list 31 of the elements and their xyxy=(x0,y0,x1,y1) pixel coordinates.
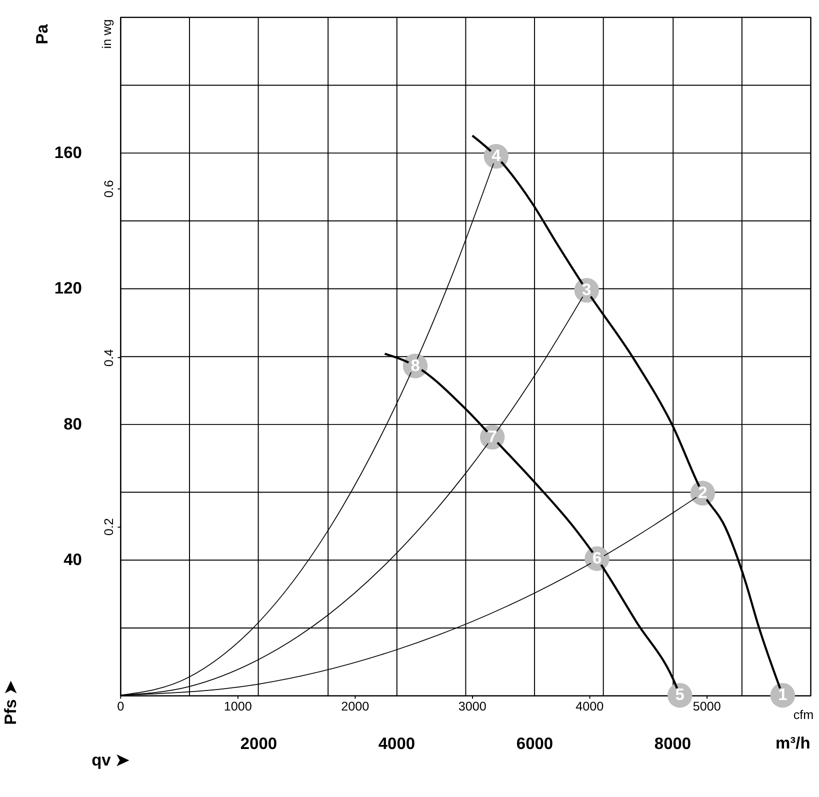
x2-axis-title: cfm xyxy=(793,708,814,722)
x-tick-label: 4000 xyxy=(378,735,416,754)
text: m³/h xyxy=(776,734,810,753)
y2-tick-label: 0.4 xyxy=(102,349,116,367)
x2-tick-label: 0 xyxy=(117,699,124,714)
y2-tick-label: 0.2 xyxy=(102,518,116,536)
y-tick-label: 40 xyxy=(64,550,82,569)
x-axis-title: qv ➤ xyxy=(92,752,130,770)
annotation: 2 xyxy=(698,484,708,502)
y-tick-label: 120 xyxy=(54,280,82,298)
annotation: 1 xyxy=(778,686,788,704)
annotation: 3 xyxy=(582,281,592,300)
annotation: 8 xyxy=(410,356,420,375)
x2-tick-label: 2000 xyxy=(341,699,370,714)
y2-tick-label: 0.6 xyxy=(102,180,116,198)
y-axis-title: Pfs ➤ xyxy=(2,680,20,725)
x-tick-label: 2000 xyxy=(240,735,278,754)
x2-tick-label: 5000 xyxy=(692,699,721,714)
text: Pa xyxy=(33,23,52,44)
x-tick-label: 6000 xyxy=(516,735,554,754)
y-tick-label: 80 xyxy=(64,415,82,434)
annotation: 5 xyxy=(675,686,684,704)
y2-axis-title: in wg xyxy=(100,19,114,49)
x-tick-label: 8000 xyxy=(654,735,692,754)
annotation: 4 xyxy=(492,147,502,166)
annotation: 7 xyxy=(488,428,497,446)
annotation: 6 xyxy=(592,549,602,568)
x2-tick-label: 3000 xyxy=(458,699,486,714)
x2-tick-label: 4000 xyxy=(576,699,604,714)
x2-tick-label: 1000 xyxy=(224,699,252,714)
y-tick-label: 160 xyxy=(54,144,82,162)
